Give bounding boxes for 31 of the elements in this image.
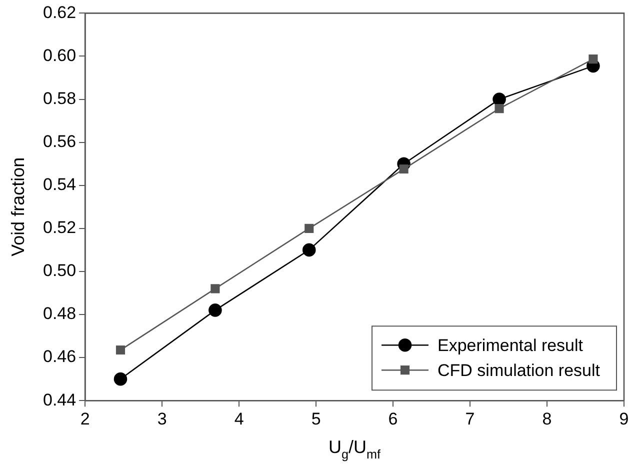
legend-label: Experimental result (438, 336, 584, 355)
x-tick-label: 8 (542, 409, 552, 428)
point (114, 372, 128, 386)
y-tick-label: 0.50 (42, 261, 76, 280)
y-tick-label: 0.48 (42, 304, 76, 324)
legend-label: CFD simulation result (438, 360, 600, 380)
point (208, 304, 222, 317)
point (399, 164, 408, 174)
y-tick-label: 0.62 (42, 2, 76, 22)
x-tick-label: 7 (465, 409, 475, 428)
point (304, 224, 314, 233)
x-tick-label: 5 (311, 409, 321, 428)
x-tick-label: 9 (619, 409, 629, 428)
point (210, 284, 220, 294)
y-tick-label: 0.60 (42, 46, 76, 65)
x-tick-label: 4 (234, 409, 244, 428)
x-tick-label: 2 (80, 409, 90, 428)
point (302, 243, 316, 257)
y-tick-label: 0.46 (42, 347, 76, 366)
y-tick-label: 0.58 (42, 88, 76, 108)
point (116, 345, 126, 355)
point (492, 92, 506, 106)
y-axis-title: Void fraction (8, 157, 28, 256)
y-tick-label: 0.54 (42, 175, 76, 194)
x-tick-label: 3 (157, 409, 167, 428)
point (494, 104, 504, 114)
point (588, 54, 598, 64)
x-tick-label: 6 (388, 409, 398, 428)
y-tick-label: 0.56 (42, 132, 76, 152)
y-tick-label: 0.44 (42, 390, 76, 410)
y-tick-label: 0.52 (42, 218, 76, 238)
